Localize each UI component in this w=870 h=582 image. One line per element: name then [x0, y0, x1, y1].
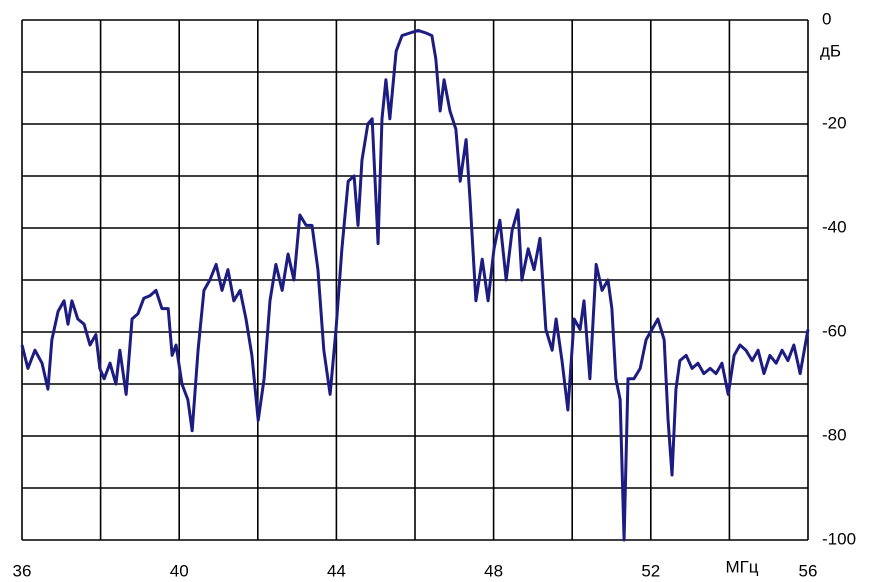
- y-tick-label: -80: [822, 425, 847, 444]
- x-axis-label: МГц: [725, 557, 758, 576]
- x-tick-label: 48: [484, 561, 503, 580]
- x-tick-label: 52: [641, 561, 660, 580]
- x-tick-label: 44: [327, 561, 346, 580]
- x-tick-label: 56: [799, 561, 818, 580]
- x-tick-label: 40: [170, 561, 189, 580]
- y-tick-label: -60: [822, 321, 847, 340]
- y-tick-label: -40: [822, 217, 847, 236]
- y-tick-label: -20: [822, 113, 847, 132]
- y-tick-label: -100: [822, 529, 856, 548]
- y-axis-label: дБ: [820, 41, 841, 60]
- spectrum-line: [20, 28, 810, 542]
- x-tick-label: 36: [13, 561, 32, 580]
- y-tick-label: 0: [822, 9, 831, 28]
